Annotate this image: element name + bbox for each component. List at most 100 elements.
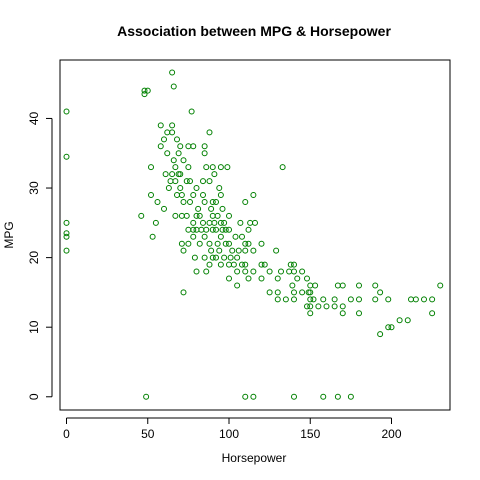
- data-point: [217, 219, 224, 226]
- y-axis-label: MPG: [2, 221, 16, 248]
- data-point: [206, 261, 213, 268]
- data-point: [224, 164, 231, 171]
- data-point: [170, 157, 177, 164]
- data-point: [188, 108, 195, 115]
- data-point: [209, 226, 216, 233]
- data-point: [201, 233, 208, 240]
- data-point: [226, 275, 232, 282]
- plot-frame: [59, 59, 451, 411]
- data-point: [63, 153, 70, 160]
- data-point: [307, 282, 314, 289]
- data-point: [164, 129, 171, 136]
- data-point: [242, 247, 249, 254]
- data-point: [190, 226, 197, 233]
- data-point: [200, 178, 206, 185]
- data-point: [196, 240, 203, 247]
- data-point: [178, 212, 185, 219]
- data-point: [148, 191, 154, 198]
- data-point: [242, 393, 249, 400]
- data-point: [310, 296, 317, 303]
- data-point: [278, 268, 284, 275]
- data-point: [193, 226, 200, 233]
- data-point: [356, 296, 362, 303]
- data-point: [214, 212, 221, 219]
- data-point: [221, 254, 228, 261]
- data-point: [177, 171, 184, 178]
- data-point: [239, 261, 245, 268]
- data-point: [180, 198, 187, 205]
- data-point: [185, 240, 192, 247]
- data-point: [339, 303, 346, 310]
- data-point: [211, 171, 218, 178]
- data-point: [226, 261, 232, 268]
- data-point: [63, 108, 70, 115]
- data-point: [161, 205, 167, 212]
- data-point: [209, 212, 216, 219]
- data-point: [191, 254, 198, 261]
- data-point: [242, 240, 249, 247]
- data-point: [242, 198, 249, 205]
- data-point: [203, 268, 210, 275]
- data-point: [274, 275, 281, 282]
- data-points: [63, 69, 444, 400]
- data-point: [63, 219, 70, 226]
- y-axis: 0 10 20 30 40: [27, 111, 53, 400]
- data-point: [217, 233, 224, 240]
- data-point: [144, 87, 151, 94]
- data-point: [63, 247, 70, 254]
- data-point: [245, 226, 252, 233]
- data-point: [209, 254, 216, 261]
- data-point: [339, 282, 346, 289]
- data-point: [154, 198, 161, 205]
- data-point: [217, 164, 224, 171]
- data-point: [219, 205, 226, 212]
- data-point: [429, 296, 436, 303]
- data-point: [291, 296, 297, 303]
- data-point: [291, 393, 297, 400]
- data-point: [258, 261, 265, 268]
- data-point: [183, 212, 190, 219]
- data-point: [356, 310, 362, 317]
- data-point: [404, 317, 411, 324]
- data-point: [408, 296, 414, 303]
- data-point: [307, 289, 314, 296]
- data-point: [216, 247, 223, 254]
- data-point: [226, 226, 232, 233]
- data-point: [304, 303, 310, 310]
- data-point: [307, 310, 314, 317]
- data-point: [331, 303, 338, 310]
- x-tick-label: 100: [219, 427, 239, 441]
- data-point: [180, 247, 187, 254]
- data-point: [307, 296, 314, 303]
- data-point: [177, 185, 184, 192]
- data-point: [177, 143, 184, 150]
- data-point: [63, 233, 70, 240]
- x-tick-label: 200: [381, 427, 401, 441]
- data-point: [141, 87, 148, 94]
- y-tick-label: 30: [27, 181, 41, 195]
- data-point: [429, 310, 436, 317]
- data-point: [226, 212, 232, 219]
- data-point: [200, 191, 206, 198]
- x-axis-label: Horsepower: [222, 451, 287, 465]
- x-tick-label: 150: [300, 427, 320, 441]
- chart-title: Association between MPG & Horsepower: [117, 23, 391, 39]
- data-point: [164, 150, 171, 157]
- data-point: [201, 143, 208, 150]
- data-point: [190, 143, 197, 150]
- data-point: [230, 261, 237, 268]
- data-point: [206, 219, 213, 226]
- data-point: [172, 164, 179, 171]
- data-point: [315, 303, 322, 310]
- data-point: [258, 275, 265, 282]
- data-point: [169, 69, 176, 76]
- x-tick-label: 0: [63, 427, 70, 441]
- data-point: [216, 185, 223, 192]
- data-point: [235, 247, 242, 254]
- data-point: [261, 261, 268, 268]
- data-point: [213, 254, 219, 261]
- data-point: [187, 178, 193, 185]
- data-point: [211, 219, 218, 226]
- data-point: [307, 303, 314, 310]
- data-point: [291, 289, 297, 296]
